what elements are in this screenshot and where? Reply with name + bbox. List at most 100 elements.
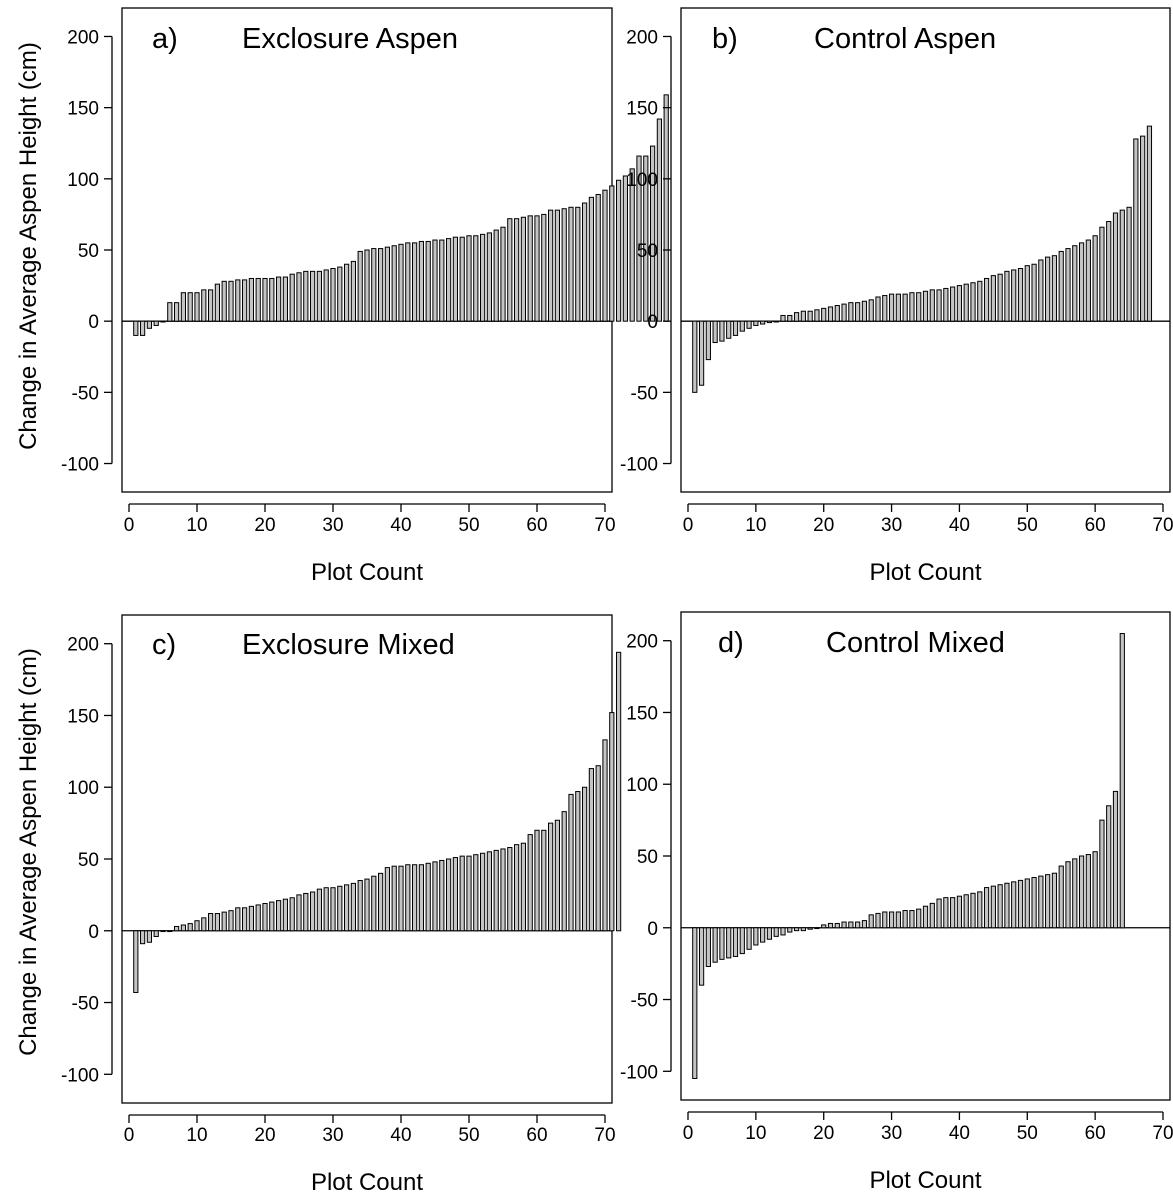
bar <box>133 930 139 993</box>
x-tick-label: 50 <box>458 1125 479 1146</box>
bar <box>201 289 207 322</box>
bar <box>595 765 601 932</box>
bar <box>868 299 874 322</box>
bar <box>766 927 773 940</box>
bar <box>882 911 888 929</box>
bar <box>1146 125 1153 322</box>
bar <box>902 293 908 322</box>
bar <box>726 320 732 339</box>
x-tick-label: 20 <box>254 515 275 536</box>
chart-title: Exclosure Mixed <box>242 629 455 661</box>
bar <box>909 292 915 322</box>
bar <box>698 320 705 386</box>
bar <box>997 273 1003 322</box>
bar <box>943 897 949 929</box>
bar <box>1078 242 1085 322</box>
bar <box>916 292 922 322</box>
bar <box>1099 226 1105 322</box>
bar <box>575 791 581 932</box>
bar <box>1011 881 1017 929</box>
bar <box>821 307 827 322</box>
bar <box>698 927 705 986</box>
bar <box>1112 790 1119 929</box>
bar <box>1119 209 1125 322</box>
bar <box>629 168 635 322</box>
bar <box>207 289 214 322</box>
bar <box>615 651 622 932</box>
bar <box>262 902 268 932</box>
y-tick-label: -100 <box>61 455 99 476</box>
bar <box>705 927 711 968</box>
bar <box>459 855 465 932</box>
bar <box>963 894 969 929</box>
y-tick-label: -50 <box>72 994 99 1015</box>
plot-frame <box>680 611 1171 1101</box>
bar <box>922 905 929 929</box>
bar <box>445 238 452 322</box>
chart-title: Exclosure Aspen <box>242 23 458 55</box>
bar <box>595 193 601 322</box>
bar <box>371 248 377 322</box>
bar <box>153 930 159 938</box>
bar <box>282 276 289 322</box>
bar <box>909 910 915 929</box>
y-tick-label: 0 <box>88 922 99 943</box>
panel-label: c) <box>152 629 176 661</box>
bar <box>861 920 868 929</box>
panel-d: 0 10 20 30 40 50 60 70 200 150 100 50 0 -50 -100 Plot C… <box>620 611 1173 1194</box>
bar <box>956 285 963 322</box>
bar <box>712 320 718 344</box>
x-tick-label: 20 <box>813 1123 834 1144</box>
bar <box>547 822 554 932</box>
bar <box>343 884 350 932</box>
bar <box>622 175 629 322</box>
bar <box>875 912 881 929</box>
x-tick-label: 30 <box>322 1125 343 1146</box>
bar <box>296 894 302 932</box>
bar <box>848 921 854 929</box>
bar <box>1112 212 1119 322</box>
bar <box>432 239 438 322</box>
bar <box>997 884 1003 929</box>
bar <box>432 861 438 932</box>
bar <box>1024 265 1030 322</box>
bar <box>568 206 574 322</box>
bar <box>656 118 663 322</box>
bar <box>357 880 363 932</box>
bar <box>425 862 431 932</box>
bar <box>1038 875 1044 929</box>
bar <box>936 289 942 322</box>
bar <box>970 282 976 322</box>
bar <box>303 892 309 932</box>
bar <box>1045 256 1051 322</box>
y-tick-label: 200 <box>67 27 99 48</box>
bar <box>692 927 698 1079</box>
bar <box>855 302 861 322</box>
bar <box>384 867 391 932</box>
bar <box>895 293 901 322</box>
x-tick-label: 70 <box>594 1125 615 1146</box>
bar <box>581 202 588 322</box>
bar <box>827 922 834 929</box>
bar <box>330 268 336 322</box>
x-tick-label: 10 <box>186 1125 207 1146</box>
x-tick-label: 30 <box>322 515 343 536</box>
bar <box>719 320 725 342</box>
bar <box>1106 221 1112 322</box>
y-tick-label: 150 <box>67 706 99 727</box>
bar <box>1017 879 1024 929</box>
bar <box>929 902 935 929</box>
panel-label: d) <box>718 627 744 659</box>
bar <box>807 927 813 930</box>
bar <box>520 842 527 932</box>
bar <box>554 209 561 322</box>
bar <box>547 209 554 322</box>
bar <box>983 887 990 929</box>
y-axis-title: Change in Average Aspen Height (cm) <box>15 648 42 1056</box>
bar <box>1092 851 1098 929</box>
x-tick-label: 50 <box>1017 515 1038 536</box>
bar <box>309 891 316 932</box>
x-tick-label: 40 <box>390 515 411 536</box>
x-tick-label: 20 <box>254 1125 275 1146</box>
x-axis-title: Plot Count <box>311 1169 423 1196</box>
